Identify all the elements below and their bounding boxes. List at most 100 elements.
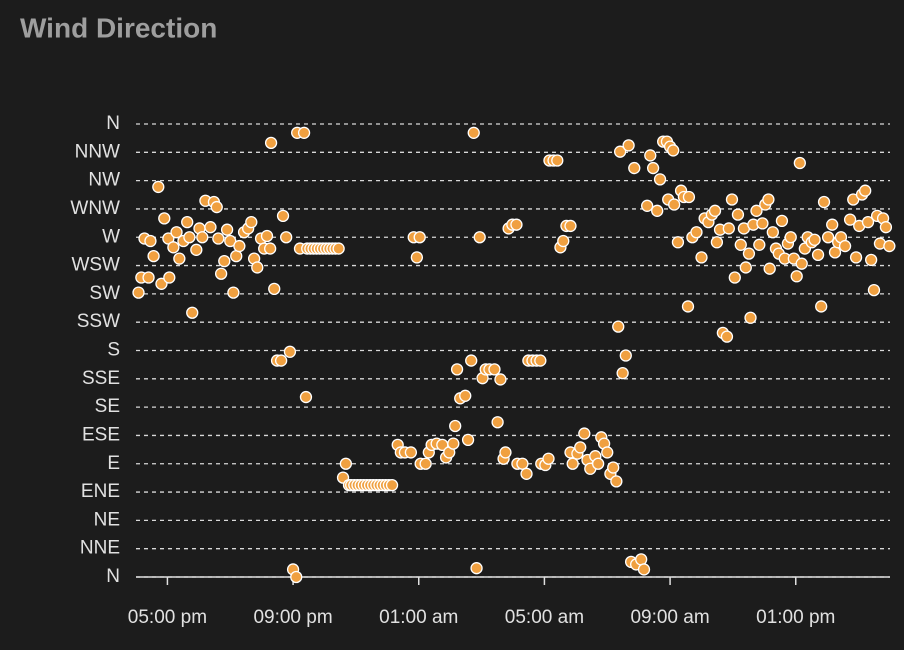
point (290, 570, 303, 584)
point (591, 457, 605, 470)
point (762, 193, 775, 206)
point (230, 249, 243, 263)
y-tick-label: NE (94, 509, 120, 530)
point (653, 173, 667, 186)
point (447, 437, 460, 450)
x-tick-label: 09:00 am (630, 607, 709, 628)
point (775, 214, 789, 228)
x-tick-label: 05:00 pm (128, 607, 207, 628)
point (144, 234, 157, 248)
point (690, 226, 703, 239)
point (224, 234, 237, 248)
point (720, 330, 734, 343)
point (883, 239, 896, 253)
point (578, 427, 591, 440)
point (725, 193, 739, 206)
point (564, 219, 577, 233)
point (612, 320, 625, 333)
point (470, 562, 483, 575)
x-tick-label: 09:00 pm (253, 607, 332, 628)
point (879, 221, 893, 234)
point (245, 215, 258, 229)
point (210, 200, 223, 214)
point (450, 363, 464, 376)
point (728, 271, 741, 284)
point (268, 282, 281, 295)
point (167, 241, 180, 254)
point (646, 161, 660, 175)
point (510, 218, 523, 231)
point (849, 251, 863, 264)
point (619, 349, 632, 362)
point (183, 231, 196, 244)
point (542, 452, 555, 465)
point (808, 233, 821, 246)
point (516, 457, 529, 470)
point (158, 212, 171, 225)
point (494, 373, 507, 386)
point (867, 283, 881, 297)
point (640, 199, 654, 212)
y-tick-label: W (102, 226, 120, 247)
point (283, 345, 297, 358)
point (710, 236, 724, 249)
point (251, 261, 264, 274)
point (204, 221, 217, 234)
point (766, 226, 779, 239)
point (276, 209, 290, 223)
point (859, 184, 872, 197)
point (695, 251, 708, 264)
point (488, 363, 501, 376)
point (181, 215, 194, 229)
point (413, 231, 426, 244)
point (263, 242, 277, 255)
point (163, 271, 176, 284)
x-tick-label: 01:00 am (379, 607, 458, 628)
point (419, 457, 432, 470)
point (628, 161, 641, 175)
point (227, 286, 240, 299)
point (865, 253, 878, 267)
point (708, 204, 722, 217)
x-tick-label: 05:00 am (505, 607, 584, 628)
y-tick-label: WSW (71, 255, 120, 276)
point (795, 257, 808, 270)
point (613, 145, 627, 158)
point (739, 261, 752, 274)
point (607, 461, 620, 474)
point (601, 446, 614, 459)
y-tick-label: SSE (82, 368, 120, 389)
point (790, 270, 803, 283)
point (491, 416, 504, 429)
point (861, 215, 875, 229)
point (299, 390, 313, 404)
point (742, 247, 756, 260)
point (132, 286, 145, 299)
y-tick-label: ENE (81, 481, 120, 502)
point (784, 231, 797, 244)
point (838, 239, 852, 253)
point (332, 242, 345, 255)
point (534, 354, 547, 367)
point (793, 156, 806, 170)
point (811, 248, 825, 262)
point (734, 238, 747, 251)
point (744, 311, 757, 324)
point (212, 232, 225, 245)
point (557, 234, 570, 248)
point (339, 457, 353, 470)
point (459, 389, 472, 402)
point (152, 180, 165, 194)
point (465, 354, 478, 367)
point (196, 231, 209, 244)
y-tick-label: SE (95, 396, 120, 417)
point (214, 267, 228, 280)
point (473, 231, 486, 244)
point (264, 136, 278, 150)
point (142, 271, 155, 284)
point (616, 366, 629, 380)
point (753, 238, 766, 251)
point (218, 255, 231, 268)
